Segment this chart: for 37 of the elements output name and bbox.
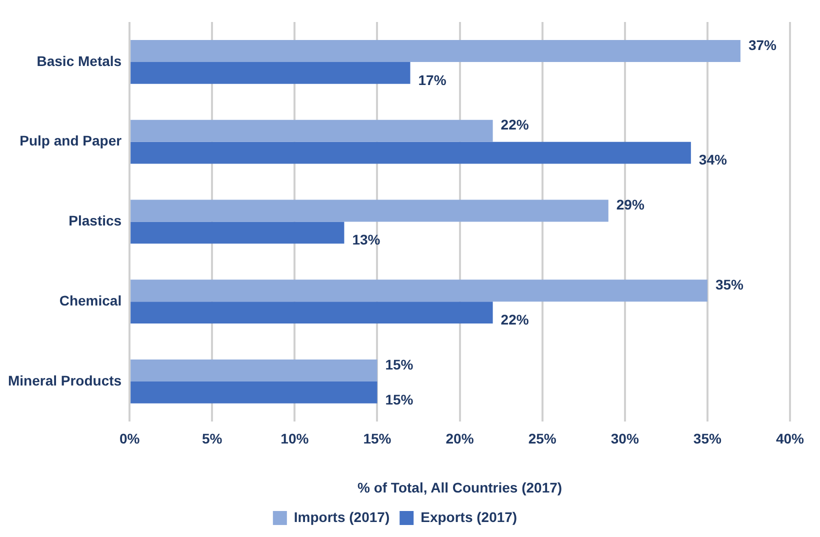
data-label: 34%: [698, 152, 728, 168]
data-label: 22%: [500, 311, 530, 328]
data-label: 35%: [715, 276, 744, 292]
bar: [130, 359, 378, 382]
y-tick-label: Mineral Products: [8, 372, 122, 388]
bar: [130, 280, 708, 302]
data-label: 22%: [500, 116, 530, 133]
bar: [130, 381, 378, 404]
data-label: 13%: [352, 232, 381, 248]
bar: [130, 302, 493, 324]
bar: [130, 200, 608, 222]
x-tick-label: 10%: [280, 430, 310, 447]
bar: [130, 222, 344, 244]
legend-label: Imports (2017): [294, 508, 390, 525]
bar: [130, 62, 410, 84]
x-tick-label: 30%: [610, 430, 640, 447]
bar: [130, 40, 740, 62]
x-axis-title: % of Total, All Countries (2017): [357, 479, 562, 496]
data-label: 15%: [385, 356, 414, 372]
y-tick-label: Pulp and Paper: [20, 132, 122, 149]
x-tick-label: 5%: [202, 430, 223, 447]
x-tick-label: 40%: [776, 430, 805, 447]
data-label: 15%: [385, 391, 414, 408]
y-tick-label: Plastics: [68, 212, 122, 229]
bar: [130, 142, 691, 164]
x-tick-label: 15%: [363, 430, 392, 447]
bar: [130, 120, 493, 142]
legend-label: Exports (2017): [420, 508, 518, 525]
y-tick-label: Basic Metals: [36, 52, 122, 69]
x-tick-label: 35%: [693, 430, 722, 447]
data-label: 29%: [616, 196, 645, 213]
data-label: 17%: [418, 72, 447, 88]
data-label: 37%: [748, 36, 778, 53]
x-tick-label: 20%: [446, 430, 474, 447]
x-tick-label: 25%: [528, 430, 557, 447]
y-tick-label: Chemical: [59, 292, 122, 308]
x-tick-label: 0%: [119, 430, 140, 447]
